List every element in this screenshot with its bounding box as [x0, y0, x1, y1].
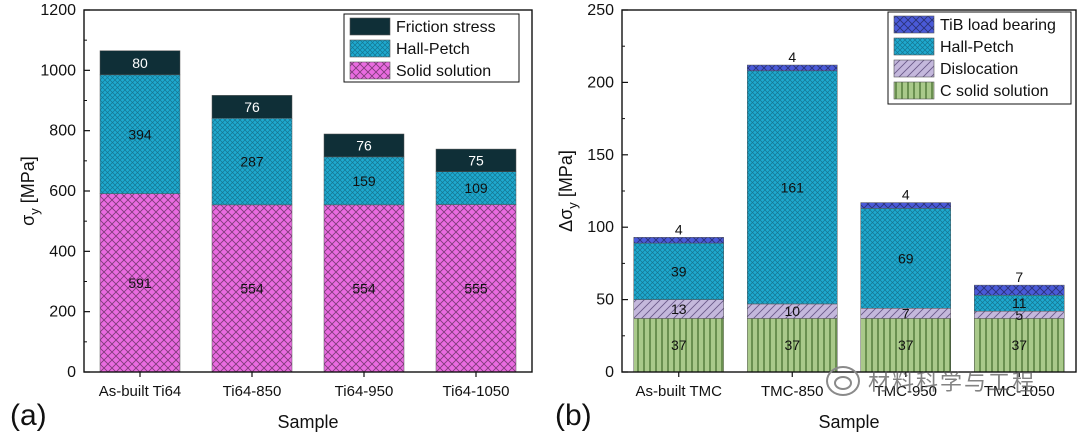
y-tick-label: 1000 — [40, 62, 76, 79]
data-label: 10 — [784, 303, 800, 319]
bar-segment — [323, 133, 405, 158]
data-label: 591 — [128, 275, 152, 291]
data-label: 554 — [240, 280, 264, 296]
bar-segment — [323, 156, 405, 206]
legend-swatch — [349, 17, 391, 36]
bar-segment — [99, 74, 181, 194]
y-tick-label: 200 — [49, 304, 76, 321]
legend-swatch — [349, 39, 391, 58]
data-label: 11 — [1012, 295, 1027, 311]
y-tick-label: 150 — [587, 147, 614, 164]
x-tick-label: Ti64-1050 — [443, 383, 510, 400]
data-label: 5 — [1015, 307, 1023, 323]
y-tick-label: 0 — [605, 364, 614, 381]
x-tick-label: TMC-950 — [874, 383, 937, 400]
data-label: 13 — [671, 301, 687, 317]
chart-panel-b: 37 13 39 4 As-built TMC 37 10 161 4 TMC-850 37 7 69 4… — [555, 2, 1077, 432]
data-label: 39 — [671, 263, 687, 279]
y-tick-label: 800 — [49, 123, 76, 140]
data-label: 554 — [352, 280, 376, 296]
data-label: 37 — [784, 337, 800, 353]
legend-swatch — [893, 37, 935, 56]
data-label: 7 — [1015, 269, 1023, 285]
bar-segment — [974, 318, 1065, 373]
data-label: 37 — [1011, 337, 1027, 353]
watermark: 材料科学与工程 — [826, 360, 1076, 402]
data-label: 80 — [132, 55, 148, 71]
bar-segment — [633, 237, 724, 244]
legend-label: TiB load bearing — [940, 17, 1056, 34]
legend: TiB load bearing Hall-Petch Dislocation C s… — [887, 11, 1072, 105]
data-label: 76 — [244, 99, 260, 115]
data-label: 4 — [788, 49, 796, 65]
data-label: 4 — [675, 221, 683, 237]
data-label: 159 — [352, 173, 376, 189]
data-label: 75 — [468, 152, 484, 168]
bar-segment — [323, 204, 405, 373]
data-label: 4 — [902, 187, 910, 203]
legend: Friction stress Hall-Petch Solid solution — [343, 13, 520, 83]
y-tick-label: 1200 — [40, 2, 76, 19]
y-tick-label: 250 — [587, 2, 614, 19]
data-label: 109 — [464, 180, 488, 196]
bar-segment — [860, 208, 951, 309]
bar-segment — [435, 171, 517, 205]
bar-segment — [860, 202, 951, 209]
x-tick-label: Ti64-950 — [335, 383, 394, 400]
legend-swatch — [893, 15, 935, 34]
y-axis-label: σy [MPa] — [18, 156, 42, 226]
bar-segment — [99, 193, 181, 373]
legend-swatch — [349, 61, 391, 80]
legend-label: Solid solution — [396, 63, 491, 80]
y-tick-label: 200 — [587, 74, 614, 91]
legend-label: C solid solution — [940, 83, 1049, 100]
data-label: 161 — [781, 179, 805, 195]
x-axis-label: Sample — [818, 412, 879, 432]
y-tick-label: 400 — [49, 243, 76, 260]
data-label: 287 — [240, 154, 264, 170]
x-tick-label: As-built Ti64 — [99, 383, 182, 400]
legend-label: Hall-Petch — [396, 41, 470, 58]
y-tick-label: 600 — [49, 183, 76, 200]
panel-label: (a) — [10, 399, 47, 432]
bar-segment — [747, 318, 838, 373]
data-label: 76 — [356, 137, 372, 153]
bar-segment — [435, 148, 517, 172]
legend-label: Dislocation — [940, 61, 1018, 78]
data-label: 37 — [898, 337, 914, 353]
data-label: 37 — [671, 337, 687, 353]
watermark-text: 材料科学与工程 — [868, 370, 1037, 395]
legend-swatch — [893, 59, 935, 78]
y-tick-label: 0 — [67, 364, 76, 381]
bar-segment — [747, 70, 838, 305]
bar-segment — [633, 242, 724, 300]
x-tick-label: TMC-1050 — [984, 383, 1055, 400]
x-tick-label: Ti64-850 — [223, 383, 282, 400]
bar-segment — [211, 95, 293, 119]
data-label: 69 — [898, 250, 914, 266]
wechat-icon — [826, 366, 860, 396]
legend-label: Friction stress — [396, 19, 496, 36]
chart-panel-a: 591 394 80 As-built Ti64 554 287 76 Ti64-850 554… — [10, 2, 533, 432]
panel-label: (b) — [555, 399, 592, 432]
legend-label: Hall-Petch — [940, 39, 1014, 56]
y-tick-label: 50 — [596, 292, 614, 309]
x-tick-label: TMC-850 — [761, 383, 824, 400]
data-label: 555 — [464, 280, 488, 296]
data-label: 394 — [128, 126, 152, 142]
bar-segment — [99, 50, 181, 76]
x-tick-label: As-built TMC — [636, 383, 723, 400]
x-axis-label: Sample — [277, 412, 338, 432]
legend-swatch — [893, 81, 935, 100]
bar-segment — [974, 284, 1065, 296]
bar-segment — [747, 64, 838, 72]
y-axis-label: Δσy [MPa] — [556, 150, 580, 232]
data-label: 7 — [902, 305, 910, 321]
y-tick-label: 100 — [587, 219, 614, 236]
bar-segment — [435, 204, 517, 373]
